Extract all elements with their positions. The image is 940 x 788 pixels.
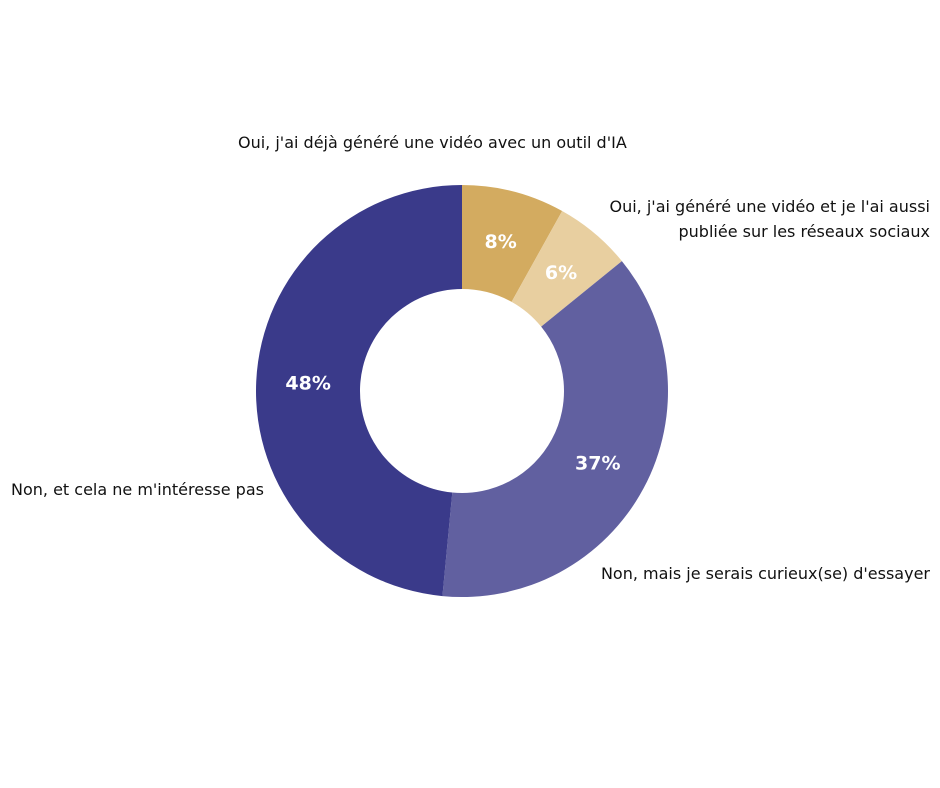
donut-value-labels: 8% 6% 37% 48% <box>285 231 620 475</box>
value-label-video-published: 6% <box>545 262 577 284</box>
slice-not-interested <box>255 185 462 597</box>
slice-label-video-published: Oui, j'ai généré une vidéo et je l'ai au… <box>609 197 931 241</box>
value-label-curious: 37% <box>575 453 620 475</box>
slice-curious <box>442 261 668 597</box>
value-label-video-generated: 8% <box>485 231 517 253</box>
slice-label-not-interested: Non, et cela ne m'intéresse pas <box>11 480 264 499</box>
slice-video-generated <box>462 185 563 302</box>
donut-slices <box>255 185 668 597</box>
slice-label-curious: Non, mais je serais curieux(se) d'essaye… <box>600 564 930 583</box>
slice-video-published <box>511 210 622 327</box>
slice-label-video-generated: Oui, j'ai déjà généré une vidéo avec un … <box>238 133 627 152</box>
value-label-not-interested: 48% <box>285 373 330 395</box>
